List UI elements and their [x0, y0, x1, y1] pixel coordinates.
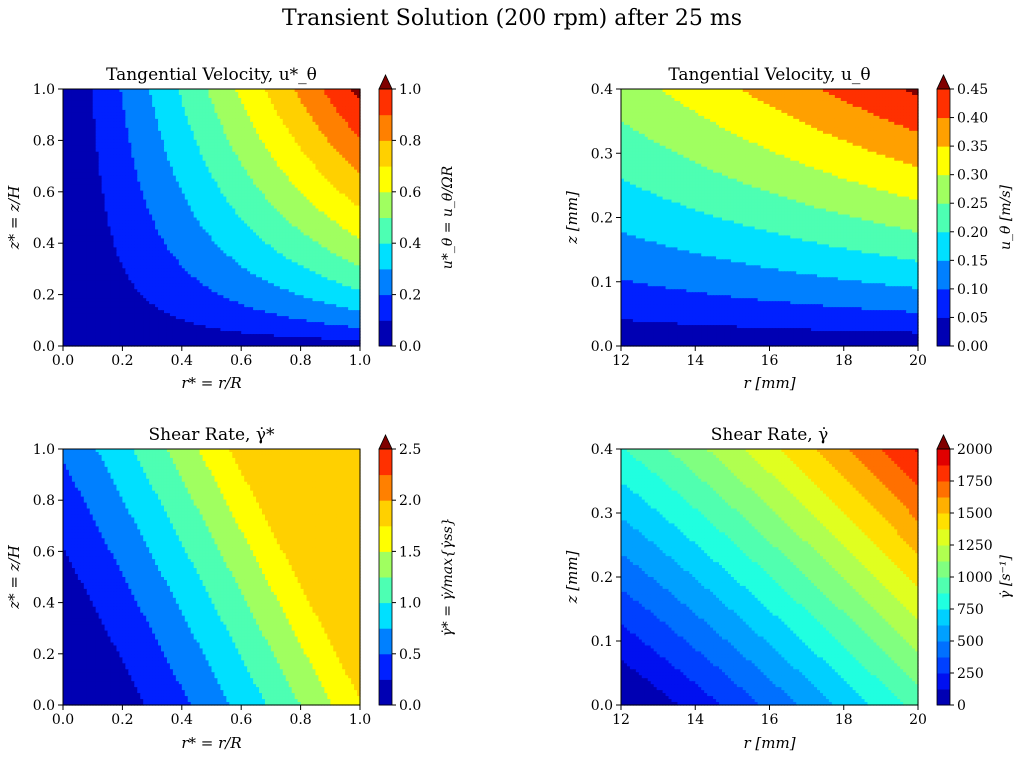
contour-fill: [63, 89, 361, 347]
subplot-1: Tangential Velocity, u*_θ0.0 0.2 0.4 0.6 0.8…: [5, 65, 456, 392]
